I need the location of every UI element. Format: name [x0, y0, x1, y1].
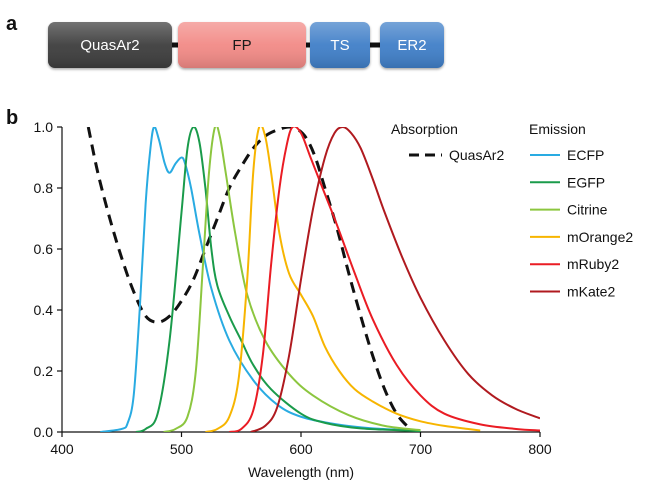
x-tick-label: 800	[528, 441, 552, 457]
legend-label-mkate2: mKate2	[567, 284, 615, 300]
segment-er2-gloss	[380, 22, 444, 68]
x-axis-label: Wavelength (nm)	[248, 464, 354, 480]
segment-quasar2-gloss	[48, 22, 172, 68]
series-line-quasar2	[86, 127, 416, 432]
series-line-mkate2	[250, 127, 540, 432]
legend-label-citrine: Citrine	[567, 202, 608, 218]
series-line-citrine	[163, 127, 421, 432]
x-tick-label: 700	[409, 441, 433, 457]
segment-fp-gloss	[178, 22, 306, 68]
construct-diagram: QuasAr2 FP TS ER2	[48, 22, 444, 68]
segment-ts-gloss	[310, 22, 370, 68]
segment-ts: TS	[310, 22, 370, 68]
series-line-egfp	[135, 127, 421, 432]
y-tick-label: 0.4	[34, 302, 54, 318]
segment-er2: ER2	[380, 22, 444, 68]
segment-ts-label: TS	[330, 37, 349, 54]
y-tick-label: 1.0	[34, 119, 54, 135]
legend-absorption-header: Absorption	[391, 121, 458, 137]
segment-fp-label: FP	[232, 37, 251, 54]
legend-label-egfp: EGFP	[567, 174, 605, 190]
y-tick-label: 0.2	[34, 363, 54, 379]
series-line-ecfp	[100, 127, 421, 432]
panel-b-label: b	[6, 107, 18, 129]
panel-a-label: a	[6, 13, 18, 35]
legend-label-ecfp: ECFP	[567, 147, 604, 163]
y-tick-label: 0.0	[34, 424, 54, 440]
legend-label-mruby2: mRuby2	[567, 256, 619, 272]
chart-axes: 0.0 0.2 0.4 0.6 0.8 1.0 400 500 600 700 800	[34, 119, 552, 457]
segment-fp: FP	[178, 22, 306, 68]
y-tick-label: 0.8	[34, 180, 54, 196]
segment-er2-label: ER2	[397, 37, 426, 54]
segment-quasar2: QuasAr2	[48, 22, 172, 68]
chart-legend: Absorption Emission QuasAr2 ECFP EGFP Citri…	[391, 121, 633, 300]
x-tick-label: 600	[289, 441, 313, 457]
series-line-morange2	[205, 127, 481, 432]
x-tick-label: 400	[50, 441, 74, 457]
series-line-mruby2	[229, 127, 540, 432]
x-tick-label: 500	[170, 441, 194, 457]
chart-series	[86, 127, 540, 432]
y-tick-label: 0.6	[34, 241, 54, 257]
legend-label-quasar2: QuasAr2	[449, 147, 504, 163]
segment-quasar2-label: QuasAr2	[80, 37, 139, 54]
legend-label-morange2: mOrange2	[567, 229, 633, 245]
legend-emission-header: Emission	[529, 121, 586, 137]
